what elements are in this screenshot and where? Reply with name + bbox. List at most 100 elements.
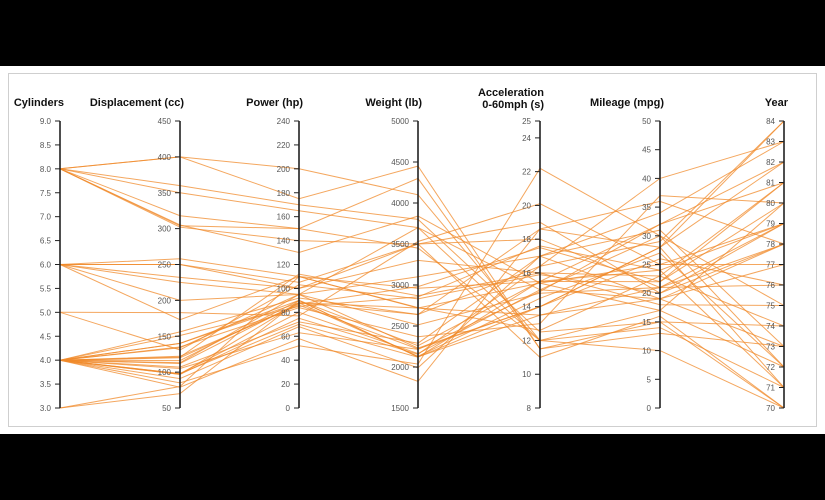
tick-label: 250: [158, 261, 172, 270]
axis-title: Mileage (mpg): [590, 97, 664, 109]
tick-label: 20: [522, 201, 531, 210]
tick-label: 5.0: [40, 308, 52, 317]
tick-label: 82: [766, 158, 775, 167]
tick-label: 78: [766, 240, 775, 249]
tick-label: 100: [158, 368, 172, 377]
record-line-16: [59, 252, 785, 375]
tick-label: 8.0: [40, 165, 52, 174]
tick-label: 50: [642, 117, 651, 126]
chart-frame: [8, 73, 817, 427]
axis-title: Displacement (cc): [90, 97, 184, 109]
tick-label: 84: [766, 117, 775, 126]
tick-label: 450: [158, 117, 172, 126]
tick-label: 60: [281, 332, 290, 341]
tick-label: 200: [277, 165, 291, 174]
tick-label: 80: [766, 199, 775, 208]
tick-label: 0: [647, 404, 652, 413]
axis-5: 0 5 10 15 20 25 30 35 40 45 50 Mileage (mpg): [590, 97, 664, 413]
tick-label: 4.5: [40, 332, 52, 341]
tick-label: 74: [766, 322, 775, 331]
tick-label: 71: [766, 384, 775, 393]
tick-label: 9.0: [40, 117, 52, 126]
tick-label: 2500: [391, 322, 409, 331]
tick-label: 350: [158, 189, 172, 198]
tick-label: 4.0: [40, 356, 52, 365]
tick-label: 240: [277, 117, 291, 126]
record-line-38: [59, 182, 785, 331]
tick-label: 25: [522, 117, 531, 126]
tick-label: 8: [527, 404, 532, 413]
tick-label: 80: [281, 308, 290, 317]
parallel-coordinates-chart: 3.0 3.5 4.0 4.5 5.0 5.5 6.0 6.5 7.0 7.5 8.0 8.5 9.0 C…: [14, 87, 789, 413]
tick-label: 4500: [391, 158, 409, 167]
tick-label: 20: [642, 289, 651, 298]
record-line-34: [59, 298, 785, 409]
tick-label: 40: [281, 356, 290, 365]
tick-label: 15: [642, 318, 651, 327]
chart-panel: 3.0 3.5 4.0 4.5 5.0 5.5 6.0 6.5 7.0 7.5 8.0 8.5 9.0 C…: [0, 66, 825, 434]
tick-label: 20: [281, 380, 290, 389]
tick-label: 3500: [391, 240, 409, 249]
axis-title: Weight (lb): [365, 97, 422, 109]
tick-label: 10: [642, 347, 651, 356]
record-line-12: [59, 202, 785, 289]
axis-4: 8 10 12 14 16 18 20 22 24 25 Acceleration 0-60mph (…: [478, 87, 544, 413]
tick-label: 24: [522, 134, 531, 143]
tick-label: 5: [647, 375, 652, 384]
tick-label: 4000: [391, 199, 409, 208]
tick-label: 150: [158, 332, 172, 341]
tick-label: 22: [522, 168, 531, 177]
axis-2: 0 20 40 60 80 100 120 140 160 180 200 220 240 Power (…: [246, 97, 303, 413]
tick-label: 10: [522, 370, 531, 379]
tick-label: 50: [162, 404, 171, 413]
axis-title: Acceleration 0-60mph (s): [478, 87, 544, 111]
tick-label: 79: [766, 220, 775, 229]
tick-label: 7.5: [40, 189, 52, 198]
axis-1: 50 100 150 200 250 300 350 400 450 Displacement (…: [90, 97, 184, 413]
tick-label: 7.0: [40, 213, 52, 222]
tick-label: 180: [277, 189, 291, 198]
tick-label: 72: [766, 363, 775, 372]
tick-label: 400: [158, 153, 172, 162]
tick-label: 35: [642, 203, 651, 212]
axis-6: 70 71 72 73 74 75 76 77 78 79 80 81 82 83 84 Year: [765, 97, 789, 413]
tick-label: 0: [286, 404, 291, 413]
tick-label: 120: [277, 261, 291, 270]
tick-label: 73: [766, 343, 775, 352]
tick-label: 220: [277, 141, 291, 150]
record-line-4: [59, 156, 785, 350]
tick-label: 200: [158, 296, 172, 305]
tick-label: 300: [158, 225, 172, 234]
tick-label: 8.5: [40, 141, 52, 150]
tick-label: 3000: [391, 281, 409, 290]
tick-label: 16: [522, 269, 531, 278]
tick-label: 76: [766, 281, 775, 290]
tick-label: 100: [277, 284, 291, 293]
tick-label: 5000: [391, 117, 409, 126]
tick-label: 140: [277, 237, 291, 246]
axis-title: Cylinders: [14, 97, 64, 109]
axis-0: 3.0 3.5 4.0 4.5 5.0 5.5 6.0 6.5 7.0 7.5 8.0 8.5 9.0 C…: [14, 97, 64, 413]
axis-title: Power (hp): [246, 97, 303, 109]
tick-label: 3.5: [40, 380, 52, 389]
tick-label: 45: [642, 146, 651, 155]
tick-label: 81: [766, 179, 775, 188]
tick-label: 30: [642, 232, 651, 241]
tick-label: 6.5: [40, 237, 52, 246]
record-line-23: [59, 167, 785, 384]
tick-label: 12: [522, 336, 531, 345]
tick-label: 75: [766, 302, 775, 311]
axis-title: Year: [765, 97, 789, 109]
tick-label: 40: [642, 174, 651, 183]
tick-label: 14: [522, 303, 531, 312]
tick-label: 160: [277, 213, 291, 222]
tick-label: 25: [642, 261, 651, 270]
tick-label: 5.5: [40, 284, 52, 293]
tick-label: 1500: [391, 404, 409, 413]
axes: 3.0 3.5 4.0 4.5 5.0 5.5 6.0 6.5 7.0 7.5 8.0 8.5 9.0 C…: [14, 87, 789, 413]
tick-label: 2000: [391, 363, 409, 372]
tick-label: 70: [766, 404, 775, 413]
tick-label: 77: [766, 261, 775, 270]
tick-label: 18: [522, 235, 531, 244]
tick-label: 3.0: [40, 404, 52, 413]
